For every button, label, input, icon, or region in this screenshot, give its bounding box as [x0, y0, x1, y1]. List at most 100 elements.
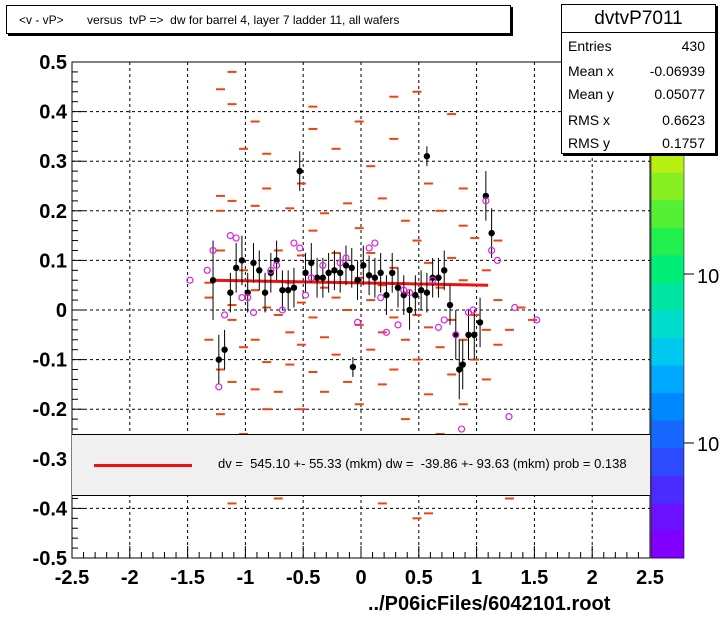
hist-cell [250, 204, 260, 207]
stats-label: Mean y [568, 86, 614, 102]
y-tick-label: 0.3 [39, 151, 67, 173]
palette-cell [651, 530, 684, 559]
stats-value: 0.05077 [654, 86, 705, 102]
x-tick-label: -2 [121, 567, 139, 589]
open-point [457, 425, 466, 433]
stats-name: dvtvP7011 [562, 5, 715, 33]
profile-point [325, 269, 332, 276]
hist-cell [227, 304, 237, 307]
hist-cell [320, 212, 330, 215]
hist-cell [296, 301, 306, 304]
open-point [244, 294, 252, 302]
hist-cell [481, 269, 491, 272]
hist-cell [354, 120, 364, 123]
profile-point [406, 306, 413, 314]
profile-point [371, 274, 379, 281]
hist-cell [400, 338, 410, 341]
hist-cell [412, 313, 422, 316]
hist-cell [504, 497, 514, 500]
hist-cell [470, 237, 480, 240]
palette-label-lower: 10 [697, 434, 720, 456]
hist-cell [516, 306, 526, 309]
open-point [365, 244, 373, 252]
palette-cell [651, 420, 684, 449]
palette-cell [651, 199, 684, 228]
hist-cell [204, 281, 214, 284]
hist-cell [296, 182, 306, 185]
hist-cell [377, 383, 387, 386]
hist-cell [458, 187, 468, 190]
open-point [232, 234, 240, 242]
hist-cell [320, 390, 330, 393]
profile-point [244, 289, 251, 296]
stats-value: 430 [681, 38, 705, 54]
y-tick-label: 0.5 [39, 52, 67, 74]
profile-point [221, 346, 228, 353]
y-tick-label: -0.1 [33, 350, 67, 372]
hist-cell [424, 326, 434, 329]
y-tick-label: -0.4 [33, 498, 68, 520]
profile-point [412, 291, 419, 299]
hist-cell [435, 346, 445, 349]
profile-point [452, 331, 459, 338]
open-point [377, 294, 385, 302]
fit-legend-sample [94, 464, 192, 467]
profile-point [441, 267, 448, 274]
profile-point [232, 264, 240, 272]
stats-label: RMS x [568, 112, 610, 128]
open-point [405, 289, 414, 297]
x-tick-label: -1 [237, 567, 255, 589]
hist-cell [273, 390, 283, 393]
hist-cell [366, 251, 376, 254]
hist-cell [528, 318, 538, 321]
profile-point [273, 257, 280, 264]
palette-cell [651, 254, 684, 283]
profile-point [459, 361, 466, 368]
hist-cell [447, 373, 457, 376]
footer-filename: ../P06icFiles/6042101.root [368, 593, 611, 615]
hist-cell [273, 497, 283, 500]
hist-cell [366, 299, 376, 302]
profile-point [284, 286, 292, 294]
palette-cell [651, 502, 684, 531]
stats-box: dvtvP7011 Entries 430 Mean x -0.06939 Me… [561, 4, 716, 154]
hist-cell [343, 202, 353, 205]
stats-row-mean-y: Mean y 0.05077 [568, 82, 705, 106]
hist-cell [308, 127, 318, 130]
palette-cell [651, 282, 684, 311]
hist-cell [424, 182, 434, 185]
open-point [505, 413, 513, 421]
profile-point [389, 269, 396, 276]
hist-cell [412, 517, 422, 520]
y-tick-label: 0.4 [39, 102, 68, 124]
hist-cell [377, 502, 387, 505]
hist-cell [458, 279, 468, 282]
open-point [533, 316, 541, 324]
stats-value: 0.6623 [662, 112, 705, 128]
hist-cell [239, 346, 249, 349]
hist-cell [262, 408, 272, 411]
open-point [209, 246, 217, 255]
hist-cell [262, 187, 272, 190]
hist-cell [493, 239, 503, 242]
hist-cell [227, 380, 237, 383]
hist-cell [504, 328, 514, 331]
hist-cell [343, 380, 353, 383]
hist-cell [308, 316, 318, 319]
hist-cell [447, 113, 457, 116]
hist-cell [250, 388, 260, 391]
y-tick-label: -0.2 [33, 399, 67, 421]
hist-cell [447, 318, 457, 321]
open-point [301, 291, 310, 299]
profile-point [383, 291, 390, 299]
hist-cell [227, 502, 237, 505]
profile-point [360, 262, 367, 269]
hist-cell [377, 284, 387, 287]
hist-cell [377, 331, 387, 334]
hist-cell [262, 152, 272, 155]
hist-cell [447, 256, 457, 259]
hist-cell [215, 413, 225, 416]
hist-cell [227, 70, 237, 73]
hist-cell [215, 88, 225, 91]
open-point [319, 261, 327, 269]
